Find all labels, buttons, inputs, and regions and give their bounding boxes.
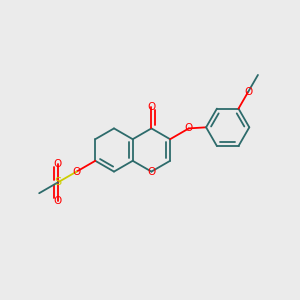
Text: O: O xyxy=(73,167,81,177)
Text: O: O xyxy=(244,87,252,97)
Text: O: O xyxy=(185,123,193,134)
Text: O: O xyxy=(147,102,155,112)
Text: O: O xyxy=(54,159,62,169)
Text: S: S xyxy=(54,177,61,188)
Text: O: O xyxy=(54,196,62,206)
Text: O: O xyxy=(147,167,155,177)
